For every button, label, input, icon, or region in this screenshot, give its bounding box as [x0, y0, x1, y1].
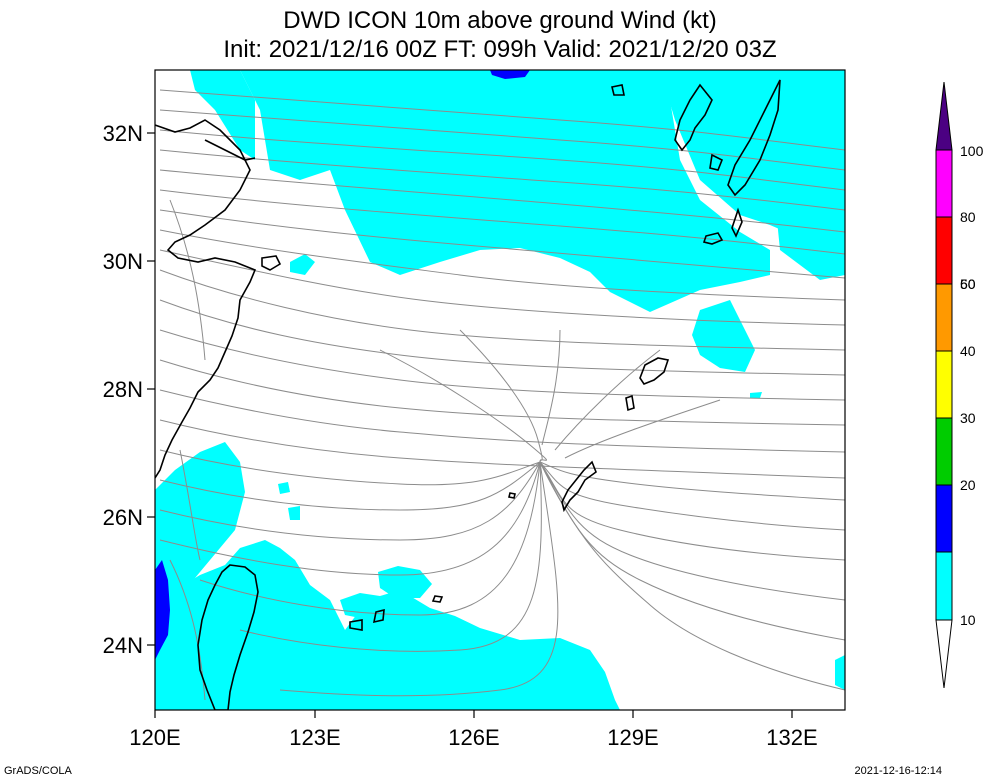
north-blue-patch — [490, 70, 530, 79]
iriomote-island — [349, 619, 363, 631]
koshikijima — [709, 153, 724, 171]
lat-tick-label: 32N — [103, 121, 143, 146]
yakushima — [702, 232, 724, 245]
footer-credit: GrADS/COLA — [4, 765, 72, 777]
colorbar-swatch — [935, 417, 953, 486]
taiwan-island — [197, 564, 259, 710]
colorbar-swatch — [935, 551, 953, 621]
north-cyan-region-lower — [240, 70, 770, 312]
zhoushan-islands — [261, 255, 282, 271]
central-east-cyan-patch — [692, 300, 755, 372]
colorbar-label-max: 100 — [960, 143, 984, 159]
lat-tick-label: 28N — [103, 377, 143, 402]
lat-tick-label: 24N — [103, 633, 143, 658]
colorbar-bottom-arrow — [935, 619, 953, 689]
lon-tick-label: 123E — [289, 725, 340, 750]
colorbar-labels: 10 20 30 40 50 60 80 100 — [960, 209, 976, 628]
colorbar-label: 50 — [960, 276, 976, 292]
colorbar-swatch — [935, 216, 953, 285]
southeast-cyan-patch — [835, 655, 845, 690]
lat-ticks — [147, 132, 155, 646]
lon-tick-label: 126E — [448, 725, 499, 750]
small-cyan-blob-3 — [278, 482, 290, 494]
streamlines — [159, 89, 845, 701]
small-cyan-blob — [290, 254, 315, 275]
okinawa-island — [561, 460, 597, 513]
taiwan-strait-blue-patch — [155, 560, 170, 660]
tokunoshima — [625, 394, 635, 412]
small-island-north — [611, 84, 625, 96]
colorbar-top-arrow — [935, 81, 953, 151]
lon-ticks — [154, 710, 793, 718]
footer-timestamp: 2021-12-16-12:14 — [854, 765, 942, 777]
lon-tick-label: 132E — [766, 725, 817, 750]
colorbar-swatch — [935, 484, 953, 553]
lon-tick-labels: 120E 123E 126E 129E 132E — [129, 725, 817, 750]
colorbar-label: 60 — [960, 276, 976, 292]
lon-tick-label: 129E — [607, 725, 658, 750]
yangtze-estuary — [204, 139, 256, 161]
ishigaki-island — [372, 608, 385, 624]
lat-tick-labels: 32N 30N 28N 26N 24N — [103, 121, 143, 658]
tanegashima — [731, 207, 743, 238]
colorbar-label: 20 — [960, 477, 976, 493]
south-cyan-region — [155, 540, 620, 710]
colorbar-label: 40 — [960, 343, 976, 359]
lon-tick-label: 120E — [129, 725, 180, 750]
colorbar-label: 10 — [960, 612, 976, 628]
east-cyan-patch — [775, 140, 845, 280]
lat-tick-label: 30N — [103, 249, 143, 274]
wind-speed-20-30-shading — [155, 70, 530, 660]
colorbar-swatch — [935, 350, 953, 419]
colorbar-label: 80 — [960, 209, 976, 225]
chart-title: DWD ICON 10m above ground Wind (kt) — [283, 7, 717, 34]
colorbar-label: 30 — [960, 410, 976, 426]
kume-island — [508, 492, 516, 499]
colorbar-swatch — [935, 283, 953, 352]
lat-tick-label: 26N — [103, 505, 143, 530]
miyako-island — [431, 595, 444, 603]
japan-kyushu — [674, 83, 713, 152]
small-cyan-blob-2 — [750, 392, 762, 398]
colorbar — [935, 81, 953, 689]
amami-oshima — [639, 357, 670, 385]
china-coast — [155, 119, 257, 479]
japan-south — [727, 79, 781, 197]
coastlines — [155, 79, 781, 710]
small-cyan-blob-4 — [288, 506, 300, 520]
chart-subtitle: Init: 2021/12/16 00Z FT: 099h Valid: 202… — [223, 36, 777, 63]
plot-frame — [154, 69, 846, 711]
colorbar-swatch — [935, 149, 953, 218]
northeast-cyan-patch — [815, 70, 845, 105]
